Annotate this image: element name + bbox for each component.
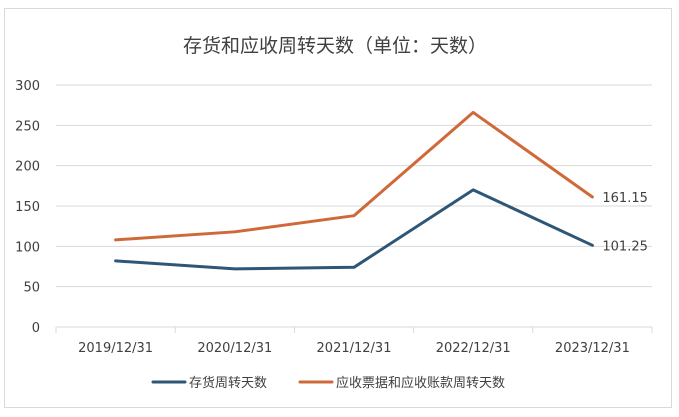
series-line-1 — [114, 188, 594, 271]
x-axis: 2019/12/31 2020/12/31 2021/12/31 2022/12/31… — [55, 327, 653, 356]
y-tick-label: 50 — [23, 281, 40, 296]
y-tick-label: 250 — [15, 119, 40, 134]
x-tick-label: 2019/12/31 — [78, 341, 153, 356]
x-tick-label: 2021/12/31 — [317, 341, 392, 356]
y-tick-label: 200 — [15, 160, 40, 175]
y-tick-label: 0 — [32, 321, 40, 336]
data-labels: 101.25 161.15 — [602, 191, 648, 254]
legend-label: 应收票据和应收账款周转天数 — [336, 375, 505, 391]
y-tick-label: 100 — [15, 240, 40, 255]
x-tick-label: 2023/12/31 — [555, 341, 630, 356]
y-tick-label: 150 — [15, 200, 40, 215]
x-tick-label: 2022/12/31 — [436, 341, 511, 356]
series-lines — [114, 110, 594, 271]
series-line-2 — [114, 110, 594, 242]
data-label: 101.25 — [602, 239, 648, 254]
legend: 存货周转天数 应收票据和应收账款周转天数 — [151, 375, 505, 391]
grid-lines — [56, 84, 652, 328]
y-axis: 0 50 100 150 200 250 300 — [15, 79, 40, 336]
x-tick-label: 2020/12/31 — [197, 341, 272, 356]
chart-frame — [4, 8, 672, 408]
data-label: 161.15 — [602, 191, 648, 206]
legend-label: 存货周转天数 — [189, 375, 267, 391]
y-tick-label: 300 — [15, 79, 40, 94]
chart-title: 存货和应收周转天数（单位：天数） — [183, 35, 487, 57]
